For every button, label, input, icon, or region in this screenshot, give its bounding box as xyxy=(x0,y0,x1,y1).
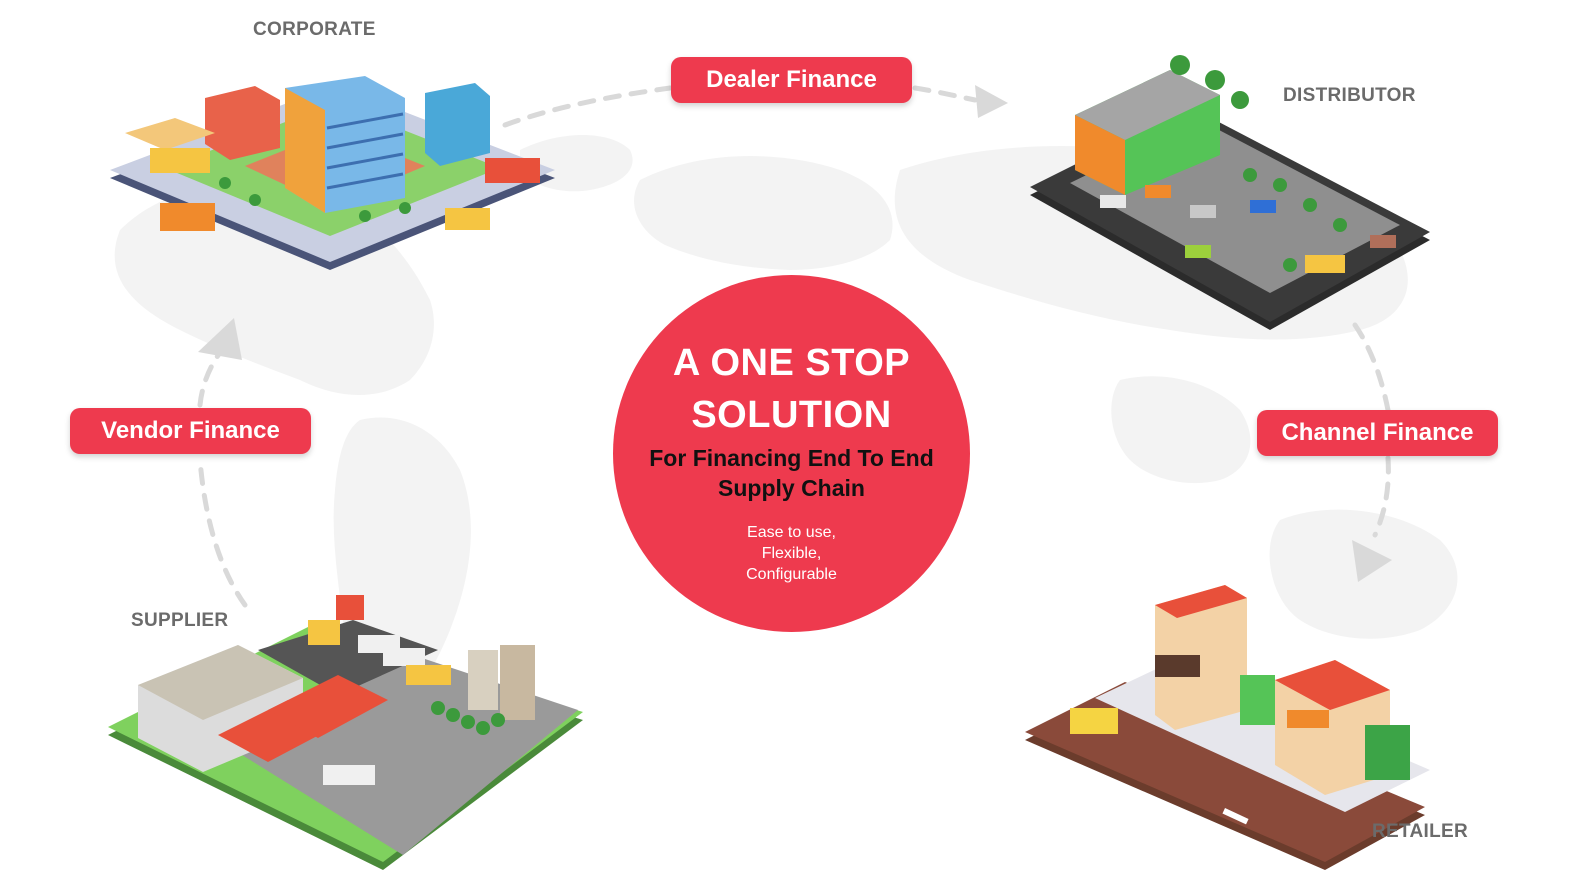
center-note: Ease to use, Flexible, Configurable xyxy=(613,522,970,585)
corporate-label: CORPORATE xyxy=(253,19,376,40)
dealer-finance-pill: Dealer Finance xyxy=(671,57,912,103)
retailer-label: RETAILER xyxy=(1372,821,1468,842)
retailer-street-illustration xyxy=(1025,585,1430,870)
arrow-corporate-to-dealer xyxy=(502,85,673,128)
distributor-label: DISTRIBUTOR xyxy=(1283,85,1416,106)
center-subtitle: For Financing End To End Supply Chain xyxy=(613,443,970,503)
corporate-city-illustration xyxy=(110,76,555,270)
center-title: A ONE STOP SOLUTION xyxy=(613,337,970,441)
center-subtitle-line1: For Financing End To End xyxy=(649,445,934,471)
center-note-line2: Flexible, xyxy=(761,545,822,562)
arrow-channel-to-retailer xyxy=(1372,455,1391,538)
center-subtitle-line2: Supply Chain xyxy=(718,475,865,501)
center-circle: A ONE STOP SOLUTION For Financing End To… xyxy=(613,275,970,632)
supplier-warehouse-illustration xyxy=(108,595,583,870)
arrow-distributor-to-channel xyxy=(1352,322,1391,413)
distributor-parking-illustration xyxy=(1030,55,1430,330)
center-note-line1: Ease to use, xyxy=(747,524,836,541)
supplier-label: SUPPLIER xyxy=(131,610,229,631)
arrow-dealer-to-distributor xyxy=(912,85,978,103)
arrow-vendor-to-corporate xyxy=(197,347,225,408)
arrowhead-corporate xyxy=(198,318,242,360)
center-note-line3: Configurable xyxy=(746,566,837,583)
arrowhead-distributor xyxy=(975,85,1008,118)
channel-finance-pill: Channel Finance xyxy=(1257,410,1498,456)
center-title-line2: SOLUTION xyxy=(691,394,892,436)
arrow-supplier-to-vendor xyxy=(197,457,248,608)
center-title-line1: A ONE STOP xyxy=(672,342,911,384)
arrowhead-retailer xyxy=(1352,540,1392,582)
vendor-finance-pill: Vendor Finance xyxy=(70,408,311,454)
